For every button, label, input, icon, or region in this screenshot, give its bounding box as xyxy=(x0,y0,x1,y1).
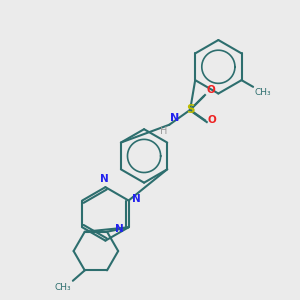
Text: N: N xyxy=(116,224,124,234)
Text: O: O xyxy=(208,115,217,125)
Text: CH₃: CH₃ xyxy=(55,283,71,292)
Text: N: N xyxy=(170,113,179,123)
Text: N: N xyxy=(132,194,140,204)
Text: CH₃: CH₃ xyxy=(255,88,271,97)
Text: S: S xyxy=(186,103,194,116)
Text: O: O xyxy=(206,85,215,95)
Text: H: H xyxy=(160,126,168,136)
Text: N: N xyxy=(100,174,108,184)
